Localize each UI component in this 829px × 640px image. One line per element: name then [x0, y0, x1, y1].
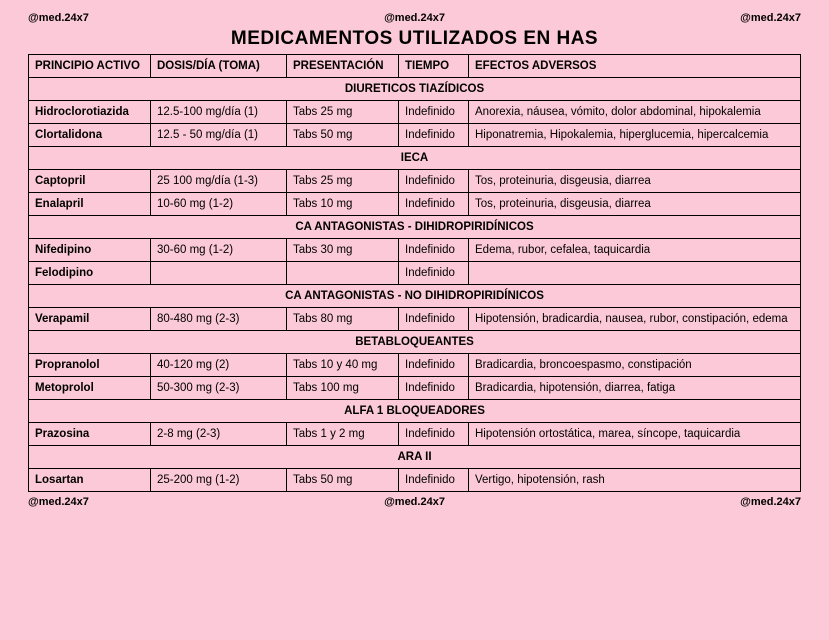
- section-header-cell: IECA: [29, 147, 801, 170]
- table-row: Captopril25 100 mg/día (1-3)Tabs 25 mgIn…: [29, 170, 801, 193]
- table-row: Hidroclorotiazida12.5-100 mg/día (1)Tabs…: [29, 101, 801, 124]
- cell-tiempo: Indefinido: [399, 354, 469, 377]
- cell-tiempo: Indefinido: [399, 308, 469, 331]
- col-header-presentacion: PRESENTACIÓN: [287, 55, 399, 78]
- cell-presentacion: Tabs 1 y 2 mg: [287, 423, 399, 446]
- cell-principio: Verapamil: [29, 308, 151, 331]
- section-header-cell: CA ANTAGONISTAS - DIHIDROPIRIDÍNICOS: [29, 216, 801, 239]
- cell-tiempo: Indefinido: [399, 170, 469, 193]
- section-header-row: BETABLOQUEANTES: [29, 331, 801, 354]
- table-header-row: PRINCIPIO ACTIVO DOSIS/DÍA (TOMA) PRESEN…: [29, 55, 801, 78]
- cell-principio: Metoprolol: [29, 377, 151, 400]
- cell-efectos: [469, 262, 801, 285]
- watermark-text: @med.24x7: [28, 12, 89, 24]
- table-row: Felodipino Indefinido: [29, 262, 801, 285]
- table-row: Verapamil80-480 mg (2-3)Tabs 80 mgIndefi…: [29, 308, 801, 331]
- table-row: Losartan25-200 mg (1-2)Tabs 50 mgIndefin…: [29, 469, 801, 492]
- watermark-text: @med.24x7: [740, 496, 801, 508]
- cell-presentacion: Tabs 10 y 40 mg: [287, 354, 399, 377]
- section-header-cell: BETABLOQUEANTES: [29, 331, 801, 354]
- cell-efectos: Edema, rubor, cefalea, taquicardia: [469, 239, 801, 262]
- cell-principio: Captopril: [29, 170, 151, 193]
- section-header-row: ARA II: [29, 446, 801, 469]
- section-header-row: IECA: [29, 147, 801, 170]
- cell-principio: Nifedipino: [29, 239, 151, 262]
- section-header-cell: CA ANTAGONISTAS - NO DIHIDROPIRIDÍNICOS: [29, 285, 801, 308]
- cell-dosis: 2-8 mg (2-3): [151, 423, 287, 446]
- cell-presentacion: Tabs 10 mg: [287, 193, 399, 216]
- cell-presentacion: Tabs 25 mg: [287, 101, 399, 124]
- cell-principio: Hidroclorotiazida: [29, 101, 151, 124]
- cell-efectos: Vertigo, hipotensión, rash: [469, 469, 801, 492]
- cell-tiempo: Indefinido: [399, 262, 469, 285]
- cell-efectos: Hiponatremia, Hipokalemia, hiperglucemia…: [469, 124, 801, 147]
- cell-principio: Felodipino: [29, 262, 151, 285]
- cell-efectos: Tos, proteinuria, disgeusia, diarrea: [469, 170, 801, 193]
- cell-dosis: 80-480 mg (2-3): [151, 308, 287, 331]
- cell-dosis: 10-60 mg (1-2): [151, 193, 287, 216]
- section-header-row: DIURETICOS TIAZÍDICOS: [29, 78, 801, 101]
- cell-presentacion: Tabs 80 mg: [287, 308, 399, 331]
- table-row: Nifedipino30-60 mg (1-2)Tabs 30 mgIndefi…: [29, 239, 801, 262]
- cell-dosis: [151, 262, 287, 285]
- watermark-text: @med.24x7: [384, 496, 445, 508]
- cell-dosis: 12.5-100 mg/día (1): [151, 101, 287, 124]
- section-header-row: CA ANTAGONISTAS - NO DIHIDROPIRIDÍNICOS: [29, 285, 801, 308]
- cell-principio: Propranolol: [29, 354, 151, 377]
- cell-dosis: 40-120 mg (2): [151, 354, 287, 377]
- watermark-top: @med.24x7 @med.24x7 @med.24x7: [28, 12, 801, 24]
- cell-tiempo: Indefinido: [399, 101, 469, 124]
- watermark-text: @med.24x7: [384, 12, 445, 24]
- section-header-row: ALFA 1 BLOQUEADORES: [29, 400, 801, 423]
- table-row: Metoprolol50-300 mg (2-3)Tabs 100 mgInde…: [29, 377, 801, 400]
- cell-presentacion: Tabs 100 mg: [287, 377, 399, 400]
- cell-tiempo: Indefinido: [399, 124, 469, 147]
- cell-tiempo: Indefinido: [399, 469, 469, 492]
- col-header-principio: PRINCIPIO ACTIVO: [29, 55, 151, 78]
- cell-presentacion: Tabs 30 mg: [287, 239, 399, 262]
- cell-principio: Losartan: [29, 469, 151, 492]
- cell-dosis: 30-60 mg (1-2): [151, 239, 287, 262]
- cell-presentacion: [287, 262, 399, 285]
- cell-tiempo: Indefinido: [399, 239, 469, 262]
- cell-tiempo: Indefinido: [399, 377, 469, 400]
- cell-principio: Prazosina: [29, 423, 151, 446]
- table-row: Prazosina2-8 mg (2-3)Tabs 1 y 2 mgIndefi…: [29, 423, 801, 446]
- page-title: MEDICAMENTOS UTILIZADOS EN HAS: [28, 28, 801, 50]
- cell-dosis: 12.5 - 50 mg/día (1): [151, 124, 287, 147]
- watermark-text: @med.24x7: [740, 12, 801, 24]
- col-header-dosis: DOSIS/DÍA (TOMA): [151, 55, 287, 78]
- cell-efectos: Tos, proteinuria, disgeusia, diarrea: [469, 193, 801, 216]
- section-header-cell: DIURETICOS TIAZÍDICOS: [29, 78, 801, 101]
- cell-efectos: Anorexia, náusea, vómito, dolor abdomina…: [469, 101, 801, 124]
- cell-efectos: Bradicardia, broncoespasmo, constipación: [469, 354, 801, 377]
- cell-efectos: Bradicardia, hipotensión, diarrea, fatig…: [469, 377, 801, 400]
- cell-tiempo: Indefinido: [399, 193, 469, 216]
- cell-presentacion: Tabs 25 mg: [287, 170, 399, 193]
- section-header-row: CA ANTAGONISTAS - DIHIDROPIRIDÍNICOS: [29, 216, 801, 239]
- table-row: Clortalidona12.5 - 50 mg/día (1)Tabs 50 …: [29, 124, 801, 147]
- cell-presentacion: Tabs 50 mg: [287, 124, 399, 147]
- cell-dosis: 25-200 mg (1-2): [151, 469, 287, 492]
- col-header-efectos: EFECTOS ADVERSOS: [469, 55, 801, 78]
- table-row: Propranolol40-120 mg (2)Tabs 10 y 40 mgI…: [29, 354, 801, 377]
- section-header-cell: ARA II: [29, 446, 801, 469]
- cell-principio: Clortalidona: [29, 124, 151, 147]
- section-header-cell: ALFA 1 BLOQUEADORES: [29, 400, 801, 423]
- cell-principio: Enalapril: [29, 193, 151, 216]
- cell-presentacion: Tabs 50 mg: [287, 469, 399, 492]
- watermark-text: @med.24x7: [28, 496, 89, 508]
- cell-dosis: 25 100 mg/día (1-3): [151, 170, 287, 193]
- col-header-tiempo: TIEMPO: [399, 55, 469, 78]
- medications-table: PRINCIPIO ACTIVO DOSIS/DÍA (TOMA) PRESEN…: [28, 54, 801, 492]
- cell-dosis: 50-300 mg (2-3): [151, 377, 287, 400]
- cell-efectos: Hipotensión ortostática, marea, síncope,…: [469, 423, 801, 446]
- cell-tiempo: Indefinido: [399, 423, 469, 446]
- cell-efectos: Hipotensión, bradicardia, nausea, rubor,…: [469, 308, 801, 331]
- watermark-bottom: @med.24x7 @med.24x7 @med.24x7: [28, 496, 801, 508]
- table-row: Enalapril10-60 mg (1-2)Tabs 10 mgIndefin…: [29, 193, 801, 216]
